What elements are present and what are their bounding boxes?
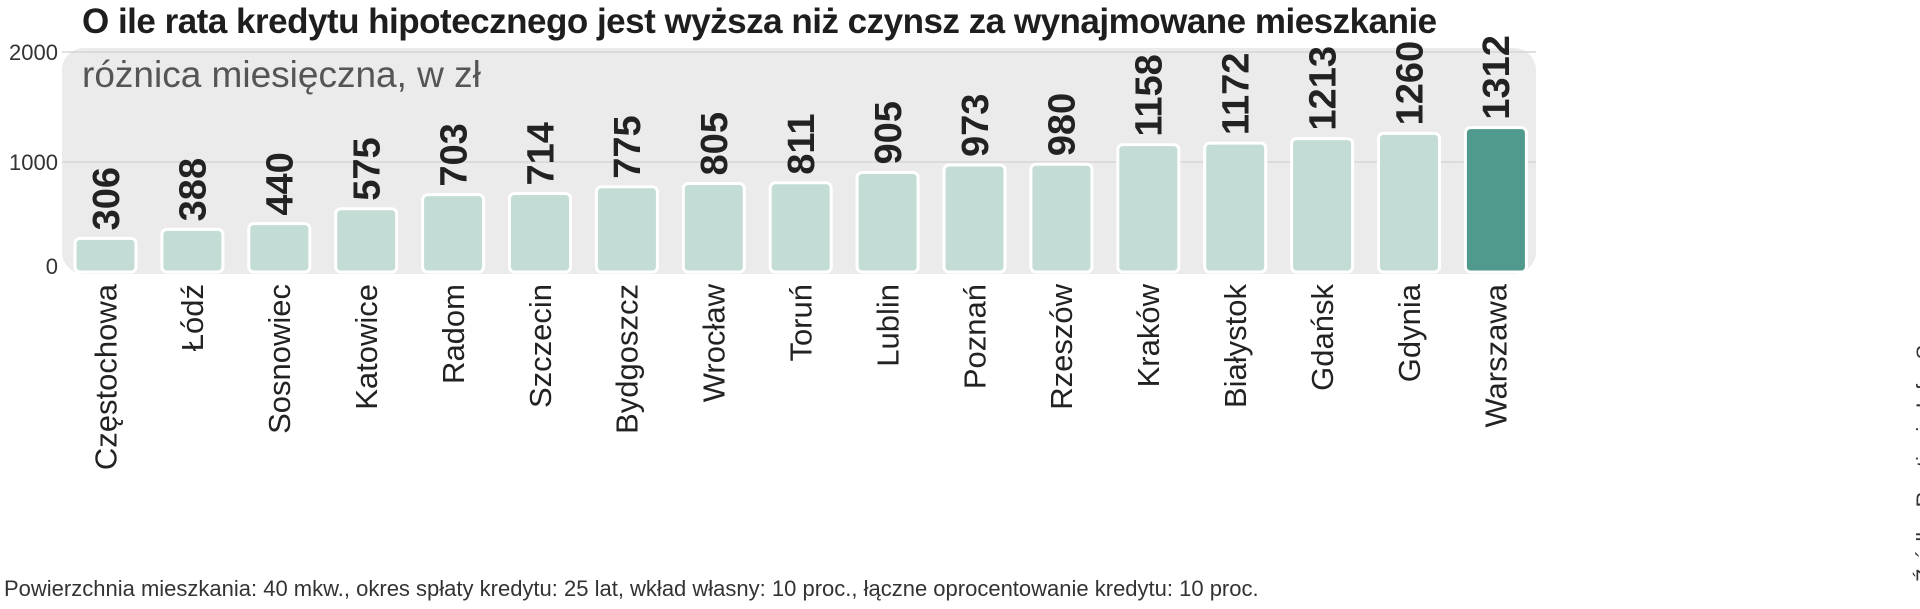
value-label: 714 xyxy=(520,122,562,185)
category-label: Katowice xyxy=(349,284,384,410)
bar-rzeszów xyxy=(1029,162,1094,274)
bar-katowice xyxy=(334,207,399,274)
value-label: 980 xyxy=(1042,93,1084,156)
bar-bydgoszcz xyxy=(594,185,659,274)
value-label: 1172 xyxy=(1216,53,1258,135)
value-label: 905 xyxy=(868,101,910,164)
bar-warszawa xyxy=(1463,126,1528,274)
category-label: Rzeszów xyxy=(1044,283,1079,409)
category-label: Częstochowa xyxy=(88,283,123,470)
y-tick-label: 1000 xyxy=(9,150,58,175)
bar-gdańsk xyxy=(1290,137,1355,274)
bar-toruń xyxy=(768,181,833,274)
category-label: Bydgoszcz xyxy=(610,284,645,434)
category-label: Toruń xyxy=(784,284,819,362)
category-label: Wrocław xyxy=(697,283,732,402)
value-label: 811 xyxy=(781,113,823,174)
value-label: 306 xyxy=(86,167,128,230)
chart-subtitle: różnica miesięczna, w zł xyxy=(82,54,481,95)
value-label: 805 xyxy=(694,112,736,175)
bar-białystok xyxy=(1203,141,1268,274)
value-label: 440 xyxy=(260,152,302,215)
chart-source: Źródło: Rentier.io Info: S xyxy=(1912,345,1920,582)
category-label: Lublin xyxy=(870,284,905,367)
value-label: 973 xyxy=(955,94,997,157)
bar-łódź xyxy=(160,227,225,274)
category-label: Poznań xyxy=(957,284,992,389)
category-label: Sosnowiec xyxy=(262,284,297,434)
category-label: Radom xyxy=(436,284,471,384)
value-label: 775 xyxy=(607,115,649,178)
category-label: Białystok xyxy=(1218,284,1253,409)
bar-gdynia xyxy=(1377,131,1441,274)
chart-title: O ile rata kredytu hipotecznego jest wyż… xyxy=(82,2,1437,41)
bar-lublin xyxy=(855,170,920,274)
chart-footnote: Powierzchnia mieszkania: 40 mkw., okres … xyxy=(4,576,1259,601)
category-label: Szczecin xyxy=(523,284,558,408)
value-label: 575 xyxy=(347,137,389,200)
value-label: 703 xyxy=(433,123,475,186)
bars xyxy=(73,126,1528,274)
category-label: Kraków xyxy=(1131,283,1166,387)
bar-sosnowiec xyxy=(247,222,312,274)
bar-radom xyxy=(421,193,486,274)
value-label: 1312 xyxy=(1476,35,1518,120)
value-label: 1158 xyxy=(1129,54,1171,136)
bar-częstochowa xyxy=(73,236,138,274)
value-label: 1260 xyxy=(1389,41,1431,126)
labels: 0 1000 2000 306 Częstochowa 388 Łódź 440 Sosnowi… xyxy=(9,35,1518,470)
value-label: 1213 xyxy=(1302,46,1344,131)
category-label: Łódź xyxy=(175,284,210,351)
bar-szczecin xyxy=(508,191,572,274)
category-label: Gdańsk xyxy=(1305,284,1340,391)
bar-wrocław xyxy=(681,181,746,274)
bar-poznań xyxy=(942,163,1007,274)
value-label: 388 xyxy=(173,158,215,221)
category-label: Gdynia xyxy=(1392,283,1427,382)
bar-kraków xyxy=(1116,143,1181,274)
y-tick-label: 2000 xyxy=(9,40,58,65)
y-tick-label: 0 xyxy=(46,254,58,279)
category-label: Warszawa xyxy=(1479,283,1514,427)
